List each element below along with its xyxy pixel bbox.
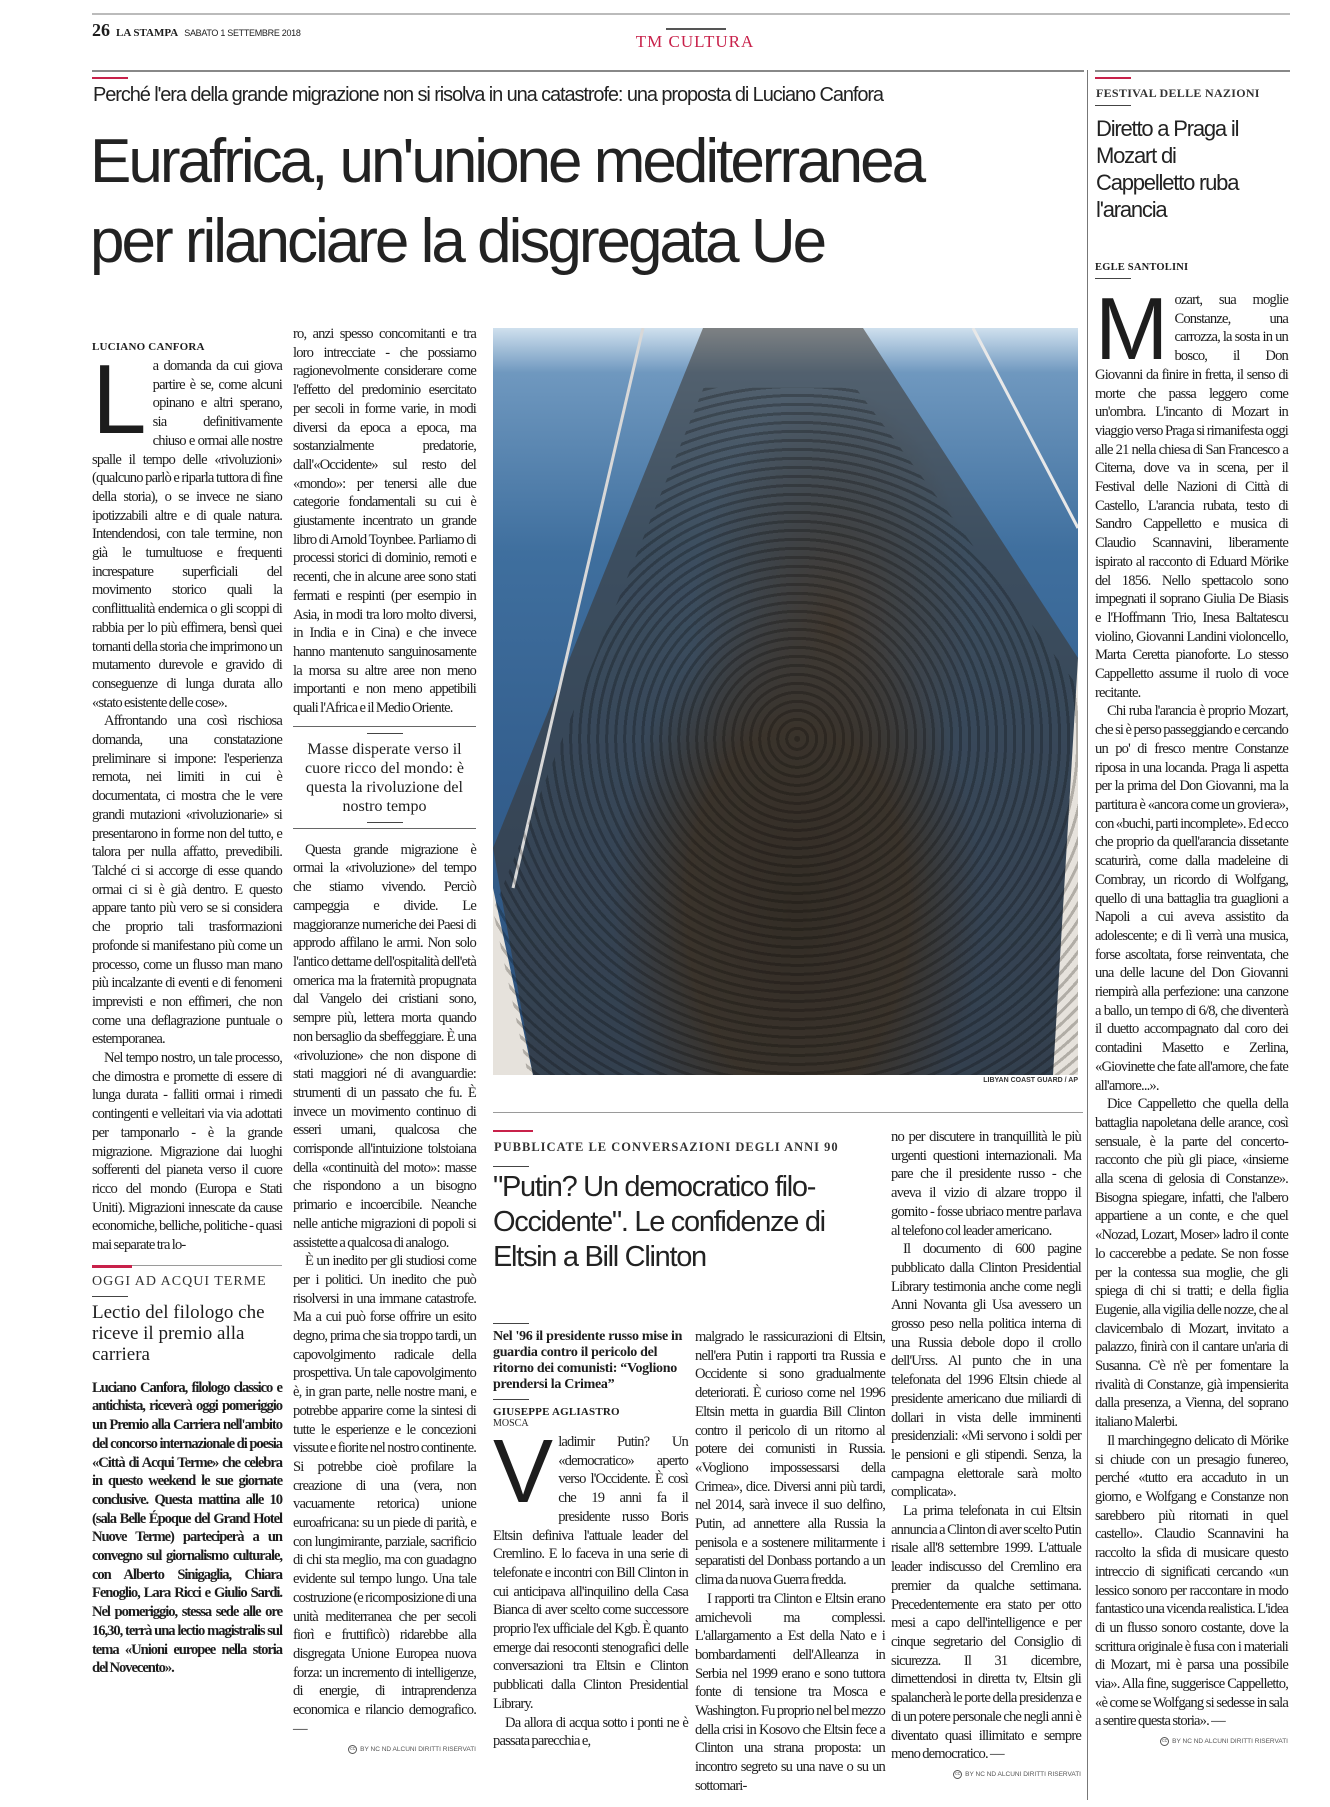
lead-column-2-wrapper: ro, anzi spesso concomitanti e tra loro …	[293, 325, 477, 1754]
putin-column-3-wrapper: no per discutere in tranquillità le più …	[891, 1128, 1082, 1779]
copyright-notice: cc BY NC ND ALCUNI DIRITTI RISERVATI	[891, 1769, 1081, 1779]
copyright-notice: cc BY NC ND ALCUNI DIRITTI RISERVATI	[293, 1744, 476, 1754]
lead-accent-bar	[92, 77, 128, 79]
paragraph: Nel tempo nostro, un tale processo, che …	[92, 1050, 283, 1254]
boat-illustration	[493, 328, 1078, 1075]
putin-deck: Nel '96 il presidente russo mise in guar…	[493, 1329, 683, 1392]
copyright-text: BY NC ND ALCUNI DIRITTI RISERVATI	[965, 1771, 1081, 1779]
copyright-notice: cc BY NC ND ALCUNI DIRITTI RISERVATI	[1095, 1737, 1288, 1747]
paragraph: malgrado le rassicurazioni di Eltsin, ne…	[695, 1329, 886, 1589]
migrants-boat-photo	[493, 328, 1078, 1075]
acqui-accent-bar	[92, 1264, 132, 1268]
paragraph: Da allora di acqua sotto i ponti ne è pa…	[493, 1714, 689, 1750]
issue-date: SABATO 1 SETTEMBRE 2018	[184, 28, 301, 38]
putin-accent-bar	[493, 1130, 533, 1132]
creative-commons-icon: cc	[1160, 1737, 1170, 1747]
lead-kicker: Perché l'era della grande migrazione non…	[93, 84, 884, 106]
column-divider	[1087, 70, 1088, 1800]
drop-cap: L	[92, 344, 147, 454]
lead-column-2-top: ro, anzi spesso concomitanti e tra loro …	[293, 325, 477, 718]
acqui-rule	[92, 1264, 282, 1268]
paragraph: ro, anzi spesso concomitanti e tra loro …	[293, 326, 477, 717]
putin-top-rule	[493, 1112, 1083, 1113]
paragraph: La prima telefonata in cui Eltsin annunc…	[891, 1503, 1082, 1763]
paragraph: Dice Cappelletto che quella della battag…	[1095, 1096, 1289, 1431]
putin-column-1-wrapper: Nel '96 il presidente russo mise in guar…	[493, 1323, 689, 1751]
paragraph: I rapporti tra Clinton e Eltsin erano am…	[695, 1590, 886, 1794]
paragraph: Luciano Canfora, filologo classico e ant…	[92, 1379, 283, 1677]
paper-name: LA STAMPA	[116, 27, 179, 39]
drop-cap: V	[493, 1422, 553, 1522]
putin-kicker: PUBBLICATE LE CONVERSAZIONI DEGLI ANNI 9…	[494, 1140, 839, 1154]
pullquote-mark	[366, 821, 403, 823]
acqui-kicker: OGGI AD ACQUI TERME	[92, 1273, 267, 1289]
deck-rule	[493, 1323, 529, 1324]
festival-top-rule	[1095, 70, 1290, 72]
putin-column-3: no per discutere in tranquillità le più …	[891, 1128, 1082, 1764]
photo-credit: LIBYAN COAST GUARD / AP	[983, 1077, 1078, 1084]
masthead: 26 LA STAMPA SABATO 1 SETTEMBRE 2018	[92, 20, 301, 41]
lead-top-rule	[92, 70, 1084, 72]
putin-dateline: MOSCA	[493, 1418, 529, 1429]
festival-short-rule	[1095, 278, 1131, 279]
pullquote-rule-bottom	[293, 827, 476, 829]
acqui-text: Luciano Canfora, filologo classico e ant…	[92, 1379, 283, 1678]
copyright-text: BY NC ND ALCUNI DIRITTI RISERVATI	[360, 1745, 476, 1753]
paragraph: ozart, sua moglie Constanze, una carrozz…	[1095, 292, 1289, 701]
festival-byline: EGLE SANTOLINI	[1095, 262, 1189, 273]
paragraph: a domanda da cui giova partire è se, com…	[92, 358, 283, 711]
paragraph: no per discutere in tranquillità le più …	[891, 1129, 1082, 1239]
paragraph: Il marchingegno delicato di Mörike si ch…	[1095, 1432, 1289, 1730]
acqui-short-rule	[92, 1295, 128, 1297]
festival-short-rule	[1095, 105, 1131, 106]
headline-line-1: Eurafrica, un'unione mediterranea	[90, 127, 926, 196]
drop-cap: M	[1095, 279, 1168, 378]
paragraph: È un inedito per gli studiosi come per i…	[293, 1253, 477, 1737]
festival-headline: Diretto a Praga il Mozart di Cappelletto…	[1096, 116, 1239, 222]
putin-column-2: malgrado le rassicurazioni di Eltsin, ne…	[695, 1328, 886, 1796]
festival-accent-bar	[1095, 77, 1131, 79]
copyright-text: BY NC ND ALCUNI DIRITTI RISERVATI	[1172, 1738, 1288, 1746]
putin-headline: "Putin? Un democratico filo-Occidente". …	[493, 1171, 826, 1273]
lead-headline: Eurafrica, un'unione mediterranea per ri…	[90, 122, 926, 282]
festival-kicker: FESTIVAL DELLE NAZIONI	[1096, 86, 1260, 100]
paragraph: Questa grande migrazione è ormai la «riv…	[293, 841, 477, 1251]
pullquote-mark	[366, 732, 403, 734]
creative-commons-icon: cc	[348, 1744, 358, 1754]
paragraph: ladimir Putin? Un «democratico» aperto v…	[493, 1434, 689, 1712]
creative-commons-icon: cc	[953, 1769, 963, 1779]
paragraph: Chi ruba l'arancia è proprio Mozart, che…	[1095, 703, 1289, 1094]
deck-rule	[493, 1399, 529, 1400]
pull-quote: Masse disperate verso il cuore ricco del…	[304, 740, 465, 815]
headline-line-2: per rilanciare la disgregata Ue	[90, 207, 827, 276]
lead-column-2: Questa grande migrazione è ormai la «riv…	[293, 841, 477, 1739]
page-number: 26	[92, 20, 110, 40]
pullquote-rule-top	[293, 725, 476, 727]
putin-byline: GIUSEPPE AGLIASTRO	[493, 1406, 620, 1418]
lead-byline: LUCIANO CANFORA	[92, 341, 205, 353]
putin-short-rule	[493, 1166, 529, 1167]
acqui-headline: Lectio del filologo che riceve il premio…	[92, 1301, 265, 1365]
section-title: TM CULTURA	[635, 32, 755, 51]
section-rule	[666, 28, 726, 30]
top-rule	[92, 13, 1290, 15]
paragraph: Affrontando una così rischiosa domanda, …	[92, 713, 283, 1048]
paragraph: Il documento di 600 pagine pubblicato da…	[891, 1241, 1082, 1501]
